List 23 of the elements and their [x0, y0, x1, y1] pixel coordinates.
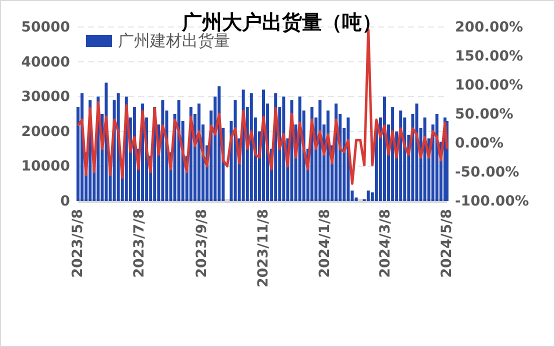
x-tick-label: 2023/11/8: [255, 209, 272, 288]
y-tick-label: 10000: [21, 158, 70, 175]
x-tick-label: 2024/1/8: [316, 209, 333, 278]
x-tick-label: 2024/3/8: [377, 209, 394, 278]
y2-tick-label: 0.00%: [455, 135, 504, 152]
x-tick-label: 2023/5/8: [70, 209, 86, 278]
y2-tick-label: 150.00%: [455, 48, 524, 64]
x-tick-label: 2023/7/8: [131, 209, 148, 278]
y2-tick-label: 200.00%: [455, 19, 524, 36]
y2-tick-label: 100.00%: [455, 77, 524, 94]
y-tick-label: 30000: [21, 89, 70, 106]
bar: [366, 190, 370, 201]
y-tick-label: 50000: [21, 19, 70, 36]
y-tick-label: 40000: [21, 54, 70, 70]
y-tick-label: 0: [60, 193, 70, 210]
x-tick-label: 2023/9/8: [194, 209, 210, 278]
y-tick-label: 20000: [21, 124, 70, 140]
y2-tick-label: -100.00%: [455, 193, 529, 210]
y2-tick-label: 50.00%: [455, 106, 514, 122]
y2-tick-label: -50.00%: [455, 164, 520, 180]
chart-title: 广州大户出货量（吨）: [181, 10, 382, 34]
x-tick-label: 2024/5/8: [438, 209, 455, 278]
legend-label: 广州建材出货量: [118, 31, 230, 50]
